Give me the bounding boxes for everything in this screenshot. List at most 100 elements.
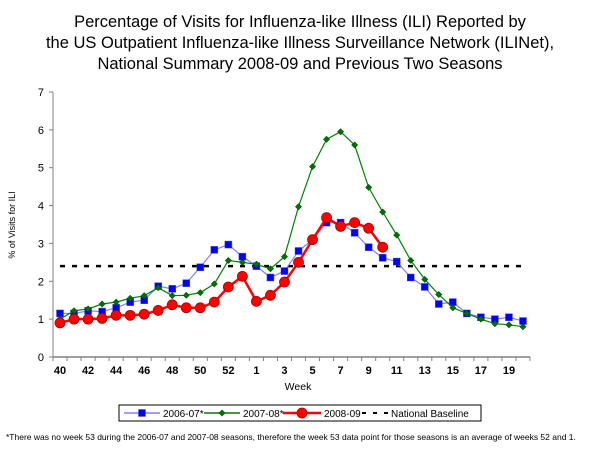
data-point — [182, 279, 191, 287]
y-axis-label: % of Visits for ILI — [7, 191, 17, 258]
x-tick-label: 13 — [419, 365, 431, 377]
data-point — [140, 292, 148, 300]
data-point — [252, 260, 260, 268]
data-point — [279, 276, 290, 288]
data-point — [196, 263, 205, 272]
data-point — [224, 256, 232, 265]
data-point — [377, 241, 389, 253]
data-point — [505, 313, 513, 321]
legend: 2006-07* 2007-08* 2008-09 National Baseline — [118, 404, 482, 422]
data-point — [238, 258, 246, 266]
data-point — [208, 296, 220, 308]
data-point — [321, 212, 332, 224]
series-line — [60, 222, 524, 322]
legend-marker — [218, 409, 226, 417]
legend-label: 2008-09 — [324, 409, 361, 420]
data-point — [84, 305, 92, 313]
x-tick-label: 50 — [194, 365, 206, 377]
data-point — [96, 312, 108, 324]
data-point — [323, 135, 331, 143]
x-tick-label: 46 — [138, 365, 150, 377]
x-tick-label: 15 — [447, 365, 459, 377]
data-point — [463, 309, 471, 318]
data-point — [280, 267, 289, 275]
data-point — [393, 231, 401, 239]
data-point — [337, 128, 345, 136]
data-point — [335, 220, 347, 232]
data-point — [421, 283, 429, 291]
data-point — [154, 284, 162, 292]
x-tick-label: 52 — [222, 365, 234, 377]
data-point — [364, 243, 373, 251]
x-tick-label: 9 — [366, 365, 372, 377]
data-point — [251, 295, 262, 307]
data-point — [224, 240, 233, 249]
data-point — [138, 308, 150, 320]
data-point — [307, 234, 318, 246]
data-point — [379, 208, 387, 216]
data-point — [519, 323, 527, 331]
x-tick-label: 19 — [503, 365, 515, 377]
data-point — [110, 309, 122, 321]
title-line-1: Percentage of Visits for Influenza-like … — [74, 13, 526, 31]
data-point — [194, 302, 206, 314]
data-point — [477, 315, 485, 323]
legend-label: National Baseline — [391, 409, 469, 420]
y-tick-label: 7 — [38, 87, 44, 99]
data-point — [82, 313, 94, 325]
data-point — [68, 313, 80, 325]
data-point — [435, 290, 443, 299]
data-point — [294, 247, 303, 255]
y-tick-label: 4 — [38, 201, 44, 213]
legend-marker — [138, 409, 146, 417]
y-tick-label: 1 — [38, 314, 44, 326]
data-point — [236, 270, 248, 282]
chart-title: Percentage of Visits for Influenza-like … — [0, 12, 600, 75]
data-point — [349, 217, 361, 229]
data-point — [168, 292, 176, 300]
x-tick-label: 40 — [54, 365, 66, 377]
data-point — [180, 302, 192, 314]
x-tick-label: 1 — [253, 365, 259, 377]
y-tick-label: 6 — [38, 125, 44, 137]
x-tick-label: 5 — [309, 365, 315, 377]
data-point — [308, 163, 317, 171]
data-point — [378, 254, 387, 262]
data-point — [505, 321, 513, 329]
y-tick-label: 5 — [38, 163, 44, 175]
data-point — [265, 289, 276, 301]
data-point — [168, 285, 176, 293]
footnote: *There was no week 53 during the 2006-07… — [6, 432, 576, 442]
data-point — [435, 300, 443, 308]
data-point — [449, 304, 457, 312]
series-200809 — [54, 212, 389, 329]
data-point — [407, 273, 415, 282]
legend-marker — [296, 407, 308, 419]
x-tick-label: 42 — [82, 365, 94, 377]
legend-label: 2007-08* — [243, 409, 284, 420]
data-point — [392, 257, 401, 266]
x-tick-label: 48 — [166, 365, 178, 377]
y-tick-label: 3 — [38, 238, 44, 250]
data-point — [421, 275, 429, 283]
data-point — [222, 281, 234, 293]
series-line — [59, 131, 524, 328]
data-point — [210, 246, 219, 254]
data-point — [166, 299, 178, 311]
series-200708 — [56, 128, 527, 331]
x-axis-label: Week — [285, 381, 312, 393]
data-point — [266, 273, 275, 282]
data-point — [280, 253, 289, 261]
data-point — [351, 141, 359, 149]
data-point — [491, 320, 499, 328]
x-tick-label: 44 — [110, 365, 123, 377]
data-point — [365, 183, 373, 191]
x-tick-label: 7 — [338, 365, 344, 377]
data-point — [126, 294, 134, 302]
data-point — [294, 203, 303, 211]
data-point — [182, 291, 190, 299]
data-point — [210, 280, 218, 288]
x-tick-label: 17 — [475, 365, 487, 377]
